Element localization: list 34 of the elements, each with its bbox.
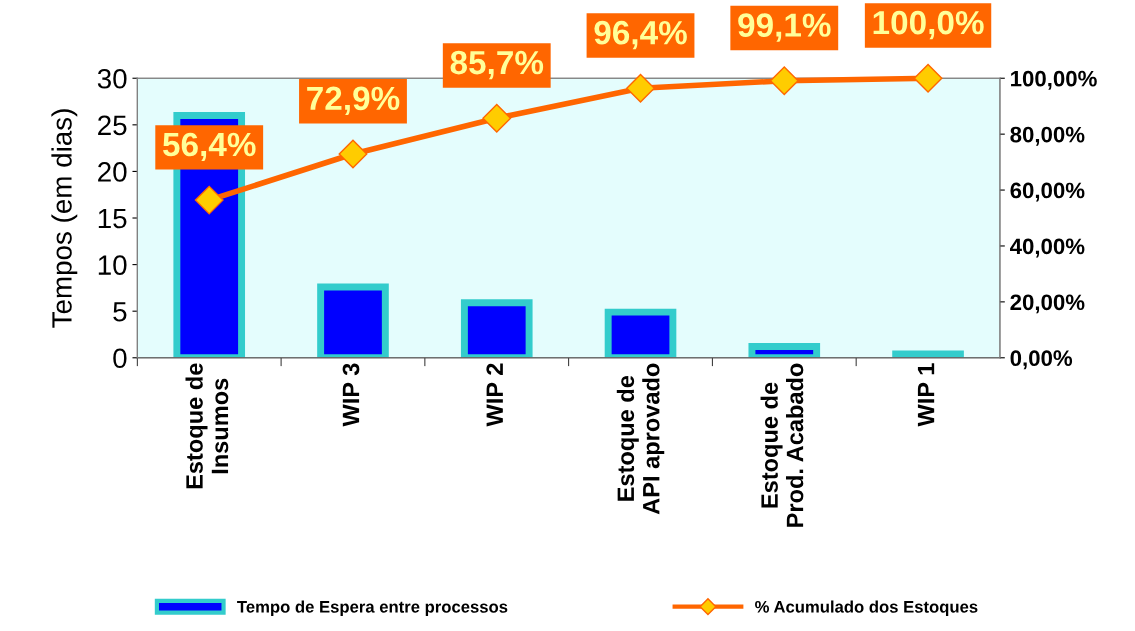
y2-tick-label: 0,00%	[1010, 350, 1073, 370]
point	[194, 185, 224, 215]
y-tick-label: 0	[113, 348, 127, 369]
data-label: 56,4%	[162, 132, 256, 162]
y2-tick-label: 20,00%	[1010, 294, 1085, 314]
x-tick-label: Estoque de Insumos	[185, 363, 229, 489]
y2-tick-label: 60,00%	[1010, 182, 1085, 202]
y2-tick-label: 100,00%	[1011, 70, 1097, 90]
point	[482, 103, 512, 133]
x-tick-label: WIP 2	[486, 363, 503, 427]
y-tick-label: 5	[113, 302, 127, 322]
x-tick-label: Estoque de Prod. Acabado	[760, 363, 804, 527]
y-tick-label: 25	[98, 115, 127, 136]
x-tick-label: WIP 3	[342, 363, 360, 427]
point	[769, 66, 799, 96]
point	[626, 73, 655, 103]
y-tick-label: 10	[98, 255, 127, 275]
data-label: 100,0%	[873, 10, 984, 40]
data-label: 85,7%	[450, 50, 544, 80]
legend-label: % Acumulado dos Estoques	[755, 600, 978, 616]
data-label: 99,1%	[738, 13, 831, 42]
y2-tick-label: 40,00%	[1009, 238, 1085, 258]
data-label: 72,9%	[307, 86, 400, 115]
legend-label: Tempo de Espera entre processos	[237, 600, 508, 616]
x-tick-label: WIP 1	[917, 363, 935, 427]
point	[338, 139, 368, 169]
y-axis-title: Tempos (em dias)	[51, 109, 78, 328]
y-tick-label: 30	[97, 68, 127, 89]
y-tick-label: 20	[98, 162, 127, 182]
data-label: 96,4%	[594, 20, 687, 50]
y-tick-label: 15	[98, 208, 127, 229]
x-tick-label: Estoque de API aprovado	[616, 363, 665, 515]
y2-tick-label: 80,00%	[1010, 126, 1085, 146]
point	[913, 63, 943, 93]
